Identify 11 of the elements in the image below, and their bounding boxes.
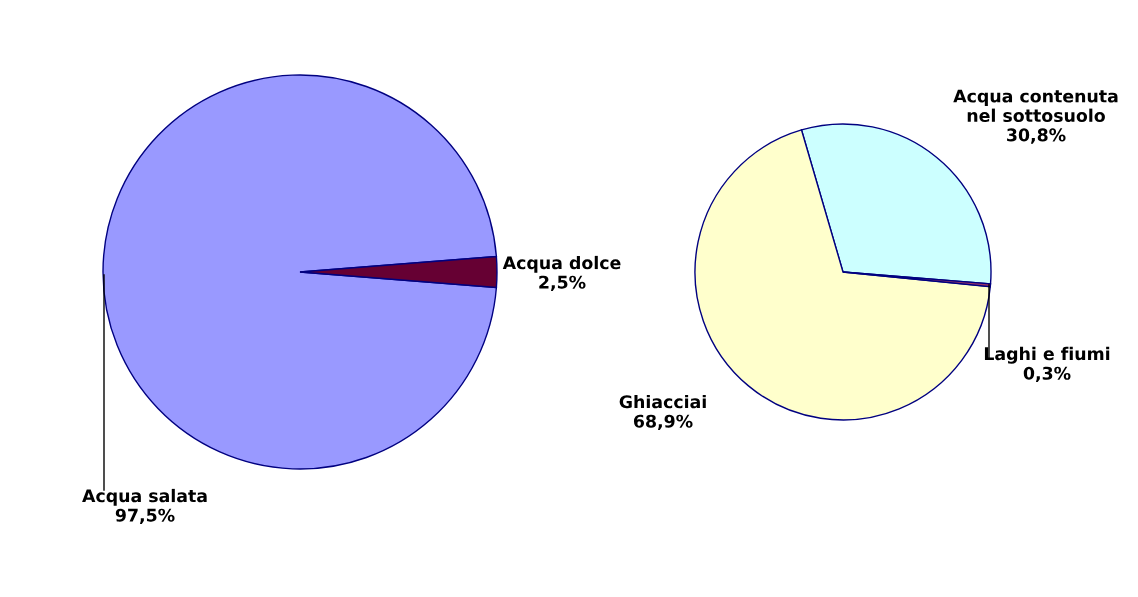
slice-label: Laghi e fiumi <box>984 346 1110 364</box>
slice-label: Ghiacciai <box>619 394 706 409</box>
data-label: 68,9% <box>633 414 693 430</box>
data-label: 97,5% <box>115 508 175 524</box>
data-label: 30,8% <box>1007 128 1066 144</box>
slice-label: Acqua contenuta nel sottosuolo <box>953 89 1118 123</box>
slice-label: Acqua dolce <box>502 255 621 273</box>
data-label: 0,3% <box>1023 366 1071 383</box>
pie-slice <box>102 74 498 470</box>
slice-label: Acqua salata <box>82 488 207 506</box>
data-label: 2,5% <box>539 275 586 291</box>
